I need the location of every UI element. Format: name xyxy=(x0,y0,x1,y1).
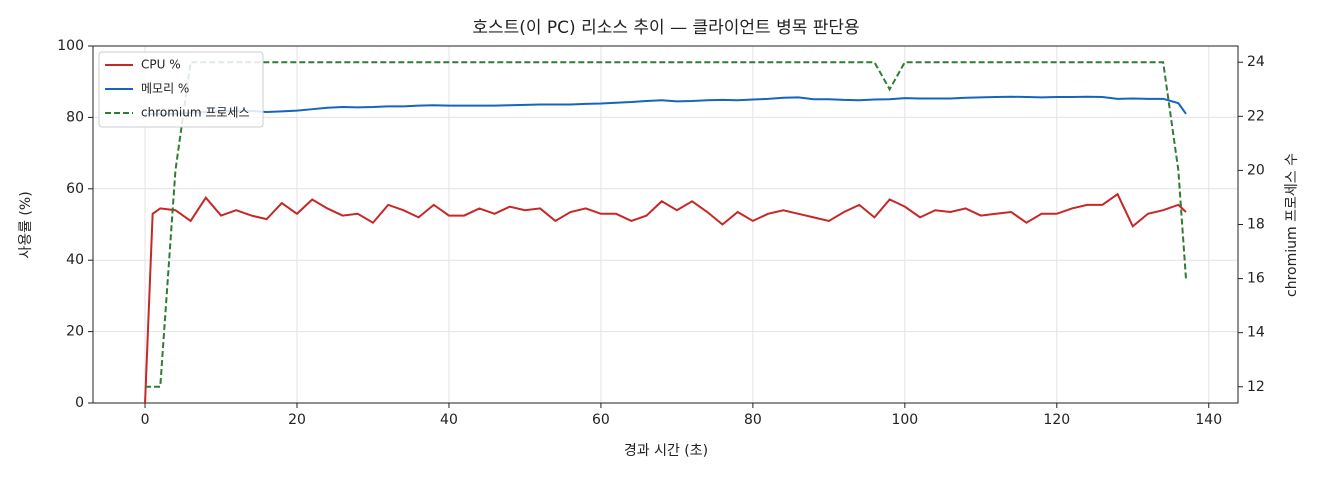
legend-label: 메모리 % xyxy=(141,82,189,96)
legend: CPU % 메모리 % chromium 프로세스 xyxy=(98,51,264,128)
y2-tick-label: 24 xyxy=(1247,54,1265,70)
x-tick-label: 80 xyxy=(744,412,762,428)
y2-tick-label: 22 xyxy=(1247,108,1265,124)
x-tick-label: 60 xyxy=(592,412,610,428)
y-tick-label: 40 xyxy=(66,252,84,268)
x-tick-label: 40 xyxy=(440,412,458,428)
y-tick-label: 60 xyxy=(66,181,84,197)
y-tick-label: 80 xyxy=(66,109,84,125)
x-tick-label: 100 xyxy=(891,412,918,428)
x-tick-label: 0 xyxy=(141,412,150,428)
x-tick-label: 140 xyxy=(1195,412,1222,428)
series-line xyxy=(145,61,1187,388)
plot-frame xyxy=(92,45,1239,404)
y2-axis-label: chromium 프로세스 수 xyxy=(1284,153,1300,297)
y-tick-label: 20 xyxy=(66,324,84,340)
chart-title: 호스트(이 PC) 리소스 추이 — 클라이언트 병목 판단용 xyxy=(472,18,859,38)
y-axis-label: 사용률 (%) xyxy=(18,191,34,258)
y2-tick-label: 12 xyxy=(1247,379,1265,395)
x-axis-label: 경과 시간 (초) xyxy=(624,443,708,459)
y-tick-label: 0 xyxy=(75,395,84,411)
legend-label: chromium 프로세스 xyxy=(141,106,250,120)
y2-tick-label: 16 xyxy=(1247,271,1265,287)
y2-tick-label: 18 xyxy=(1247,217,1265,233)
legend-label: CPU % xyxy=(141,58,181,72)
series-line xyxy=(144,192,1187,404)
series-line xyxy=(145,95,1187,115)
legend-box xyxy=(98,51,264,128)
x-tick-label: 20 xyxy=(288,412,306,428)
y2-tick-label: 14 xyxy=(1247,325,1265,341)
y-tick-label: 100 xyxy=(57,38,84,54)
y2-tick-label: 20 xyxy=(1247,162,1265,178)
x-tick-label: 120 xyxy=(1043,412,1070,428)
